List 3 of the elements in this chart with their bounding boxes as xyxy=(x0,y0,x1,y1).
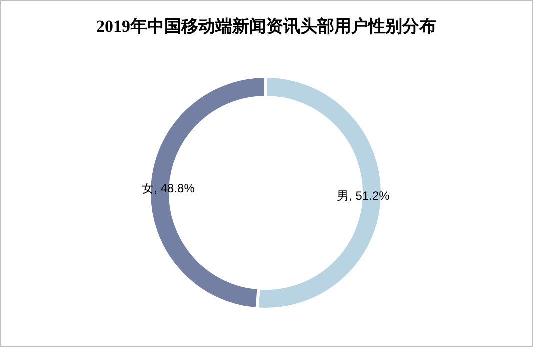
slice-label: 男, 51.2% xyxy=(337,188,390,203)
chart-title: 2019年中国移动端新闻资讯头部用户性别分布 xyxy=(96,16,438,38)
slice-label: 女, 48.8% xyxy=(142,182,196,196)
